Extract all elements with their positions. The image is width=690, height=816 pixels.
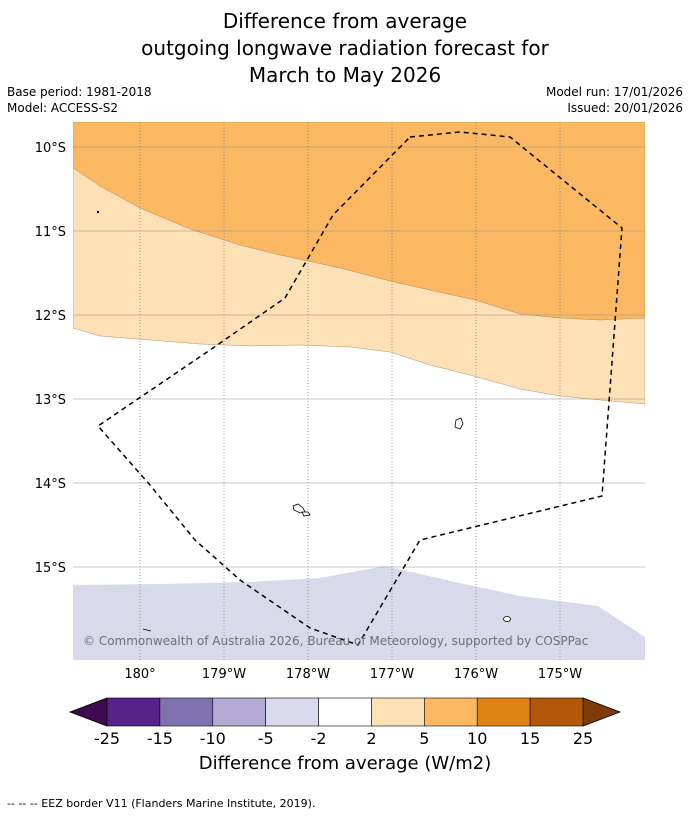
- colorbar-tick-label: 25: [573, 729, 593, 748]
- colorbar-tick-label: -5: [258, 729, 274, 748]
- copyright-notice: © Commonwealth of Australia 2026, Bureau…: [83, 634, 588, 648]
- title-line-2: outgoing longwave radiation forecast for: [141, 36, 549, 60]
- lon-label: 175°W: [538, 667, 582, 682]
- colorbar-segment: [529, 697, 584, 727]
- colorbar-over-arrow: [582, 697, 622, 727]
- lat-label: 10°S: [35, 141, 66, 156]
- island-shape: [301, 511, 311, 517]
- lat-label: 14°S: [35, 477, 66, 492]
- lon-label: 179°W: [202, 667, 246, 682]
- colorbar-tick-label: 10: [467, 729, 487, 748]
- lat-labels: 10°S 11°S 12°S 13°S 14°S 15°S: [35, 141, 66, 576]
- lon-label: 177°W: [370, 667, 414, 682]
- model-name: Model: ACCESS-S2: [7, 101, 119, 115]
- lon-labels: 180° 179°W 178°W 177°W 176°W 175°W: [124, 667, 582, 682]
- lon-label: 178°W: [286, 667, 330, 682]
- colorbar-tick-label: 2: [366, 729, 376, 748]
- colorbar-segment: [371, 697, 425, 727]
- meta-left: Base period: 1981-2018 Model: ACCESS-S2: [7, 84, 152, 116]
- colorbar-segment: [424, 697, 478, 727]
- colorbar-segment: [476, 697, 531, 727]
- lon-label: 180°: [124, 667, 155, 682]
- islands: [96, 210, 511, 632]
- colorbar-tick-label: 15: [520, 729, 540, 748]
- lon-label: 176°W: [454, 667, 498, 682]
- colorbar-tick-label: -15: [147, 729, 173, 748]
- colorbar-tick-label: -10: [200, 729, 226, 748]
- map-plot-area: © Commonwealth of Australia 2026, Bureau…: [73, 122, 645, 660]
- island-shape: [96, 210, 100, 214]
- colorbar-under-arrow: [68, 697, 108, 727]
- lat-label: 15°S: [35, 561, 66, 576]
- colorbar: -25 -15 -10 -5 -2 2 5 10 15 25: [68, 697, 622, 748]
- region-negative-small: [73, 566, 645, 660]
- title-line-1: Difference from average: [222, 9, 468, 33]
- island-shape: [454, 417, 464, 430]
- colorbar-segment: [212, 697, 266, 727]
- island-shape: [142, 628, 152, 632]
- issued-date: Issued: 20/01/2026: [567, 101, 683, 115]
- chart-title: Difference from average outgoing longwav…: [0, 8, 690, 89]
- colorbar-segment: [159, 697, 214, 727]
- colorbar-tick-label: -2: [311, 729, 327, 748]
- eez-border: [96, 131, 623, 646]
- colorbar-segment: [318, 697, 372, 727]
- colorbar-tick-label: 5: [419, 729, 429, 748]
- lat-label: 11°S: [35, 225, 66, 240]
- colorbar-segment: [106, 697, 161, 727]
- colorbar-segment: [265, 697, 319, 727]
- island-shape: [503, 616, 511, 622]
- colorbar-label: Difference from average (W/m2): [198, 753, 492, 774]
- lat-gridlines: [73, 146, 645, 568]
- colorbar-tick-label: -25: [94, 729, 120, 748]
- lat-label: 13°S: [35, 393, 66, 408]
- lat-label: 12°S: [35, 309, 66, 324]
- meta-right: Model run: 17/01/2026 Issued: 20/01/2026: [546, 84, 683, 116]
- base-period: Base period: 1981-2018: [7, 85, 152, 99]
- title-line-3: March to May 2026: [248, 63, 442, 87]
- model-run: Model run: 17/01/2026: [545, 85, 683, 99]
- footer-note: -- -- -- EEZ border V11 (Flanders Marine…: [7, 797, 316, 810]
